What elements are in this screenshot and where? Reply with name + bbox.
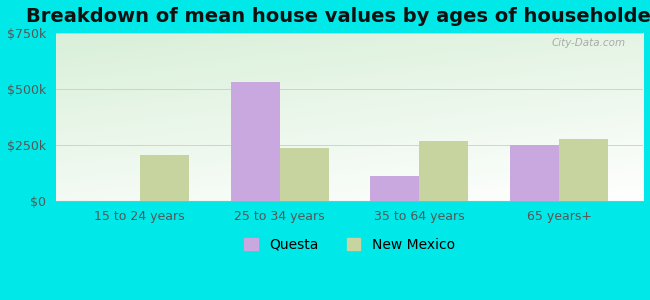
Text: City-Data.com: City-Data.com — [551, 38, 625, 48]
Title: Breakdown of mean house values by ages of householders: Breakdown of mean house values by ages o… — [27, 7, 650, 26]
Bar — [510, 145, 559, 200]
Bar — [231, 82, 280, 200]
Bar — [140, 155, 188, 200]
Bar — [370, 176, 419, 200]
Bar — [419, 141, 468, 200]
Bar — [559, 139, 608, 200]
Legend: Questa, New Mexico: Questa, New Mexico — [244, 238, 454, 252]
Bar — [280, 148, 328, 200]
